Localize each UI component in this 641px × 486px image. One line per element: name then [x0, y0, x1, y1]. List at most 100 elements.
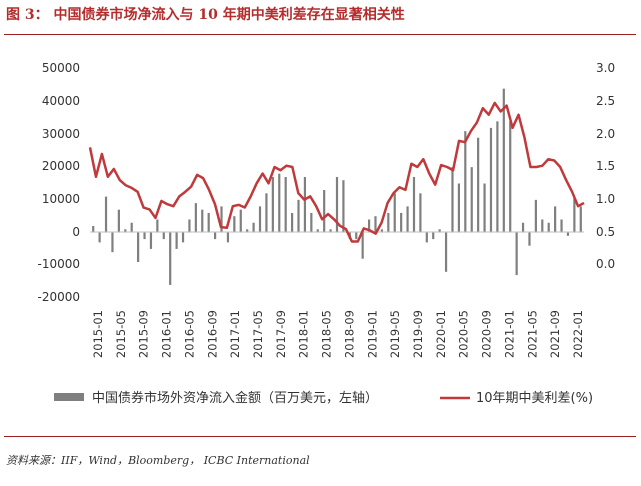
x-tick-label: 2022-01	[571, 310, 585, 358]
bar	[290, 212, 294, 233]
bar	[489, 127, 493, 233]
x-tick-label: 2016-09	[205, 310, 219, 358]
bar	[464, 131, 467, 233]
bar	[284, 176, 287, 233]
bar	[194, 203, 197, 233]
bar	[419, 193, 422, 233]
legend-bar-label: 中国债券市场外资净流入金额（百万美元，左轴）	[92, 390, 378, 406]
bar	[181, 232, 185, 243]
bar	[457, 183, 460, 233]
x-tick-label: 2015-09	[137, 310, 151, 358]
bar	[278, 173, 281, 233]
bar	[560, 219, 563, 233]
bar	[92, 226, 95, 233]
bar	[143, 232, 146, 240]
bar	[124, 229, 127, 233]
bar	[297, 199, 300, 233]
right-axis-ticks: 3.0 2.5 2.0 1.5 1.0 0.5 0.0	[596, 61, 615, 271]
right-tick-label: 2.5	[596, 94, 615, 108]
x-tick-label: 2017-09	[274, 310, 288, 358]
x-tick-label: 2021-01	[502, 310, 516, 358]
bar	[149, 232, 153, 249]
bar	[355, 232, 358, 240]
bar	[528, 232, 531, 246]
bar	[470, 167, 473, 233]
x-tick-label: 2020-09	[480, 310, 494, 358]
right-tick-label: 2.0	[596, 127, 615, 141]
bar	[534, 199, 537, 233]
bar	[496, 121, 499, 233]
bar	[220, 206, 223, 233]
bar	[117, 209, 120, 233]
bar	[130, 222, 133, 233]
bar	[303, 176, 307, 233]
x-tick-label: 2019-01	[365, 310, 379, 358]
bar	[239, 209, 242, 233]
x-tick-label: 2020-01	[434, 310, 448, 358]
left-tick-label: 50000	[42, 61, 80, 75]
bar	[226, 232, 230, 243]
bar	[137, 232, 140, 263]
bar	[393, 193, 396, 233]
title-rule	[4, 34, 636, 35]
x-tick-label: 2019-05	[388, 310, 402, 358]
x-axis-ticks: 2015-01 2015-05 2015-09 2016-01 2016-05 2016-…	[91, 310, 585, 358]
x-tick-label: 2021-09	[548, 310, 562, 358]
bar	[502, 88, 505, 233]
bar	[169, 232, 172, 285]
bar	[201, 209, 204, 233]
bar	[246, 229, 249, 233]
bar	[335, 176, 339, 233]
right-tick-label: 3.0	[596, 61, 615, 75]
bar	[400, 212, 403, 233]
bar	[477, 137, 480, 233]
x-tick-label: 2016-05	[182, 310, 196, 358]
right-tick-label: 1.5	[596, 159, 615, 173]
bar	[156, 219, 159, 233]
bar	[265, 193, 268, 233]
bar	[252, 222, 255, 233]
x-tick-label: 2019-09	[411, 310, 425, 358]
left-tick-label: -20000	[37, 290, 80, 304]
bar	[367, 219, 371, 233]
bar	[412, 176, 416, 233]
x-tick-label: 2017-01	[228, 310, 242, 358]
bar	[258, 206, 262, 233]
bar	[432, 232, 435, 240]
legend: 中国债券市场外资净流入金额（百万美元，左轴） 10年期中美利差(%)	[54, 390, 593, 406]
bar	[342, 180, 345, 233]
bar	[111, 232, 114, 253]
bar	[521, 222, 525, 233]
legend-line-label: 10年期中美利差(%)	[476, 391, 593, 406]
bar	[316, 229, 319, 233]
source-note: 资料来源：IIF，Wind，Bloomberg， ICBC Internatio…	[6, 454, 310, 467]
bar	[483, 183, 486, 233]
bar	[207, 212, 210, 233]
bar	[541, 219, 544, 233]
bar	[162, 232, 165, 240]
bar	[98, 232, 101, 243]
bar	[188, 219, 191, 233]
bar	[329, 229, 332, 233]
bar	[271, 176, 274, 233]
x-tick-label: 2021-05	[525, 310, 539, 358]
bar	[515, 232, 518, 276]
x-tick-label: 2015-05	[114, 310, 128, 358]
x-tick-label: 2015-01	[91, 310, 105, 358]
legend-bar-swatch	[54, 393, 84, 401]
spread-line	[88, 101, 585, 243]
footer-rule	[4, 436, 636, 437]
bar	[509, 121, 512, 233]
figure-title: 图 3： 中国债券市场净流入与 10 年期中美利差存在显著相关性	[6, 7, 405, 23]
bar	[214, 232, 217, 240]
bar	[387, 212, 390, 233]
bar	[573, 196, 576, 233]
bar	[233, 216, 236, 233]
bar	[451, 167, 454, 233]
bar	[579, 206, 582, 233]
left-tick-label: -10000	[37, 257, 80, 271]
bar	[104, 196, 108, 233]
x-tick-label: 2020-05	[457, 310, 471, 358]
bar-series	[92, 88, 582, 285]
